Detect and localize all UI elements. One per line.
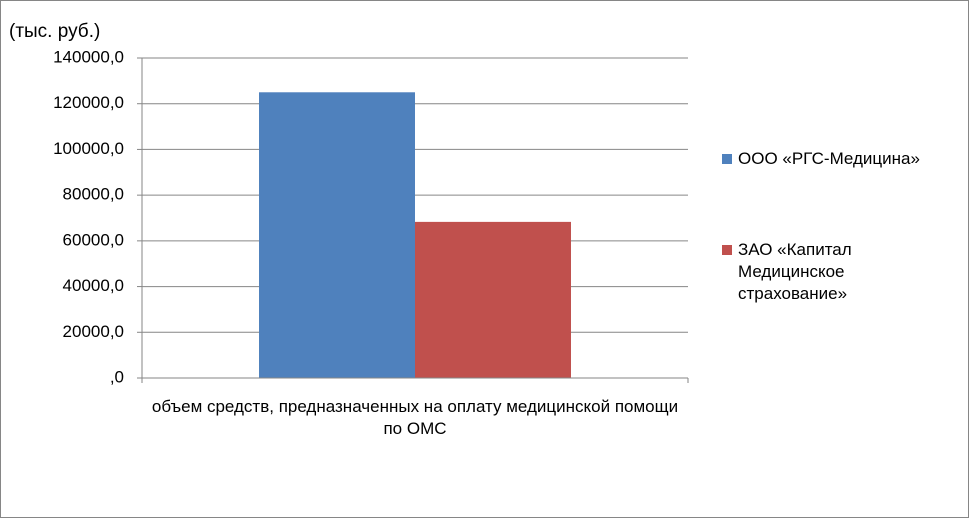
y-tick-label: 60000,0 <box>63 230 124 249</box>
bar <box>259 92 415 379</box>
legend-label: ЗАО «Капитал Медицинское страхование» <box>738 240 852 303</box>
y-axis-label: (тыс. руб.) <box>9 21 101 42</box>
y-tick-label: 100000,0 <box>53 139 124 158</box>
legend-swatch <box>722 154 732 164</box>
y-tick-label: 120000,0 <box>53 93 124 112</box>
y-tick-label: 80000,0 <box>63 185 124 204</box>
y-tick-label: 20000,0 <box>63 322 124 341</box>
y-tick-label: 140000,0 <box>53 47 124 66</box>
bar <box>415 221 571 378</box>
legend-label: ООО «РГС-Медицина» <box>738 149 920 168</box>
y-tick-label: 40000,0 <box>63 276 124 295</box>
x-tick-label: объем средств, предназначенных на оплату… <box>151 397 679 438</box>
legend-swatch <box>722 245 732 255</box>
y-tick-label: ,0 <box>110 367 124 386</box>
